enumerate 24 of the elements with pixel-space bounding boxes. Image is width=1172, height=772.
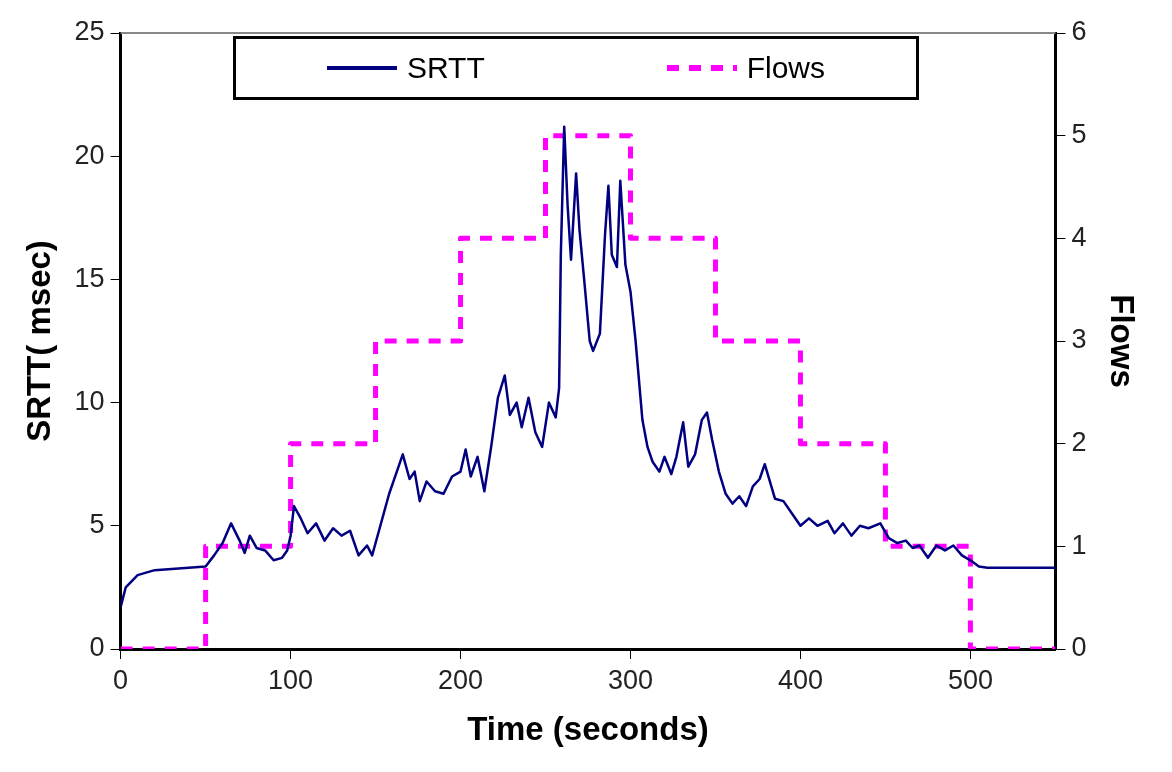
y-axis-title: SRTT( msec)	[19, 240, 57, 442]
legend-label: Flows	[746, 51, 826, 85]
x-tick-label: 500	[947, 664, 993, 695]
y2-tick-label: 5	[1071, 119, 1087, 150]
y2-tick-label: 3	[1071, 324, 1087, 355]
x-axis-title: Time (seconds)	[467, 710, 709, 748]
y2-tick-label: 1	[1071, 529, 1087, 560]
y-tick-label: 25	[74, 16, 105, 47]
y2-tick-label: 2	[1071, 427, 1087, 458]
y2-tick-label: 4	[1071, 221, 1087, 252]
x-tick-label: 400	[777, 664, 823, 695]
y2-axis-title: Flows	[1104, 294, 1142, 388]
y-tick-label: 10	[74, 386, 105, 417]
y-tick-label: 5	[89, 509, 105, 540]
x-tick-label: 0	[113, 664, 129, 695]
x-tick-label: 100	[268, 664, 314, 695]
x-tick-label: 300	[607, 664, 654, 695]
y2-tick-label: 6	[1071, 16, 1087, 47]
y2-tick-label: 0	[1071, 632, 1087, 663]
y-tick-label: 15	[74, 262, 105, 293]
x-tick-label: 200	[438, 664, 484, 695]
legend-label: SRTT	[406, 51, 485, 85]
y-tick-label: 0	[89, 632, 105, 663]
y-tick-label: 20	[74, 139, 105, 170]
